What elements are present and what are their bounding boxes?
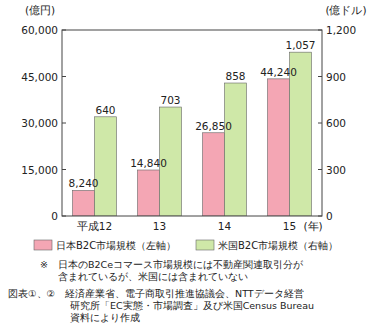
bar xyxy=(203,133,225,216)
note: ※ 日本のB2Ceコマース市場規模には不動産関連取引分が xyxy=(40,259,304,270)
tick-label: 45,000 xyxy=(21,71,58,83)
data-label: 8,240 xyxy=(68,177,98,189)
axis-label: (億円) xyxy=(25,4,55,16)
bar xyxy=(268,79,290,216)
tick xyxy=(318,216,322,217)
data-label: 858 xyxy=(225,70,245,82)
tick xyxy=(62,123,66,124)
tick-label: 30,000 xyxy=(21,117,58,129)
bar xyxy=(138,170,160,216)
category-label: 15 xyxy=(283,220,296,232)
bar xyxy=(225,83,247,216)
data-label: 703 xyxy=(160,94,180,106)
bar xyxy=(73,190,95,216)
tick xyxy=(318,123,322,124)
data-label: 14,840 xyxy=(130,157,167,169)
tick-label: 300 xyxy=(326,164,346,176)
bars xyxy=(73,52,312,216)
data-label: 26,850 xyxy=(195,120,232,132)
tick xyxy=(318,76,322,77)
tick-label: 60,000 xyxy=(21,24,58,36)
data-label: 44,240 xyxy=(260,66,297,78)
tick xyxy=(62,169,66,170)
category-label: 13 xyxy=(153,220,166,232)
legend-swatch xyxy=(196,240,214,250)
legend-label: 日本B2C市場規模（左軸） xyxy=(56,240,176,251)
data-label: 1,057 xyxy=(285,39,315,51)
source: 図表①、② 経済産業省、電子商取引推進協議会、NTTデータ経営 xyxy=(8,288,304,299)
note: 含まれているが、米国には含まれていない xyxy=(58,271,248,282)
tick-label: 0 xyxy=(51,210,58,222)
axis-label: (年) xyxy=(304,220,323,232)
tick xyxy=(318,169,322,170)
tick xyxy=(318,30,322,31)
plot-frame xyxy=(62,30,322,216)
source: 研究所「EC実態・市場調査」及び米国Census Bureau xyxy=(70,300,314,311)
data-labels: 8,240 14,840 26,850 44,240 640 703 858 1,057 xyxy=(68,39,315,189)
tick-label: 900 xyxy=(326,71,346,83)
tick-label: 0 xyxy=(326,210,333,222)
chart: 8,240 14,840 26,850 44,240 640 703 858 1,057 0 15… xyxy=(0,0,376,325)
source: 資料により作成 xyxy=(70,312,140,323)
legend-swatch xyxy=(34,240,52,250)
tick xyxy=(62,30,66,31)
tick-label: 15,000 xyxy=(21,164,58,176)
category-label: 14 xyxy=(218,220,232,232)
tick xyxy=(62,216,66,217)
axis-label: (億ドル) xyxy=(325,4,366,16)
data-label: 640 xyxy=(95,104,115,116)
tick-label: 600 xyxy=(326,117,346,129)
category-label: 平成12 xyxy=(77,220,112,232)
tick xyxy=(62,76,66,77)
tick-label: 1,200 xyxy=(326,24,356,36)
legend-label: 米国B2C市場規模（右軸） xyxy=(218,240,338,251)
bar xyxy=(95,117,117,216)
